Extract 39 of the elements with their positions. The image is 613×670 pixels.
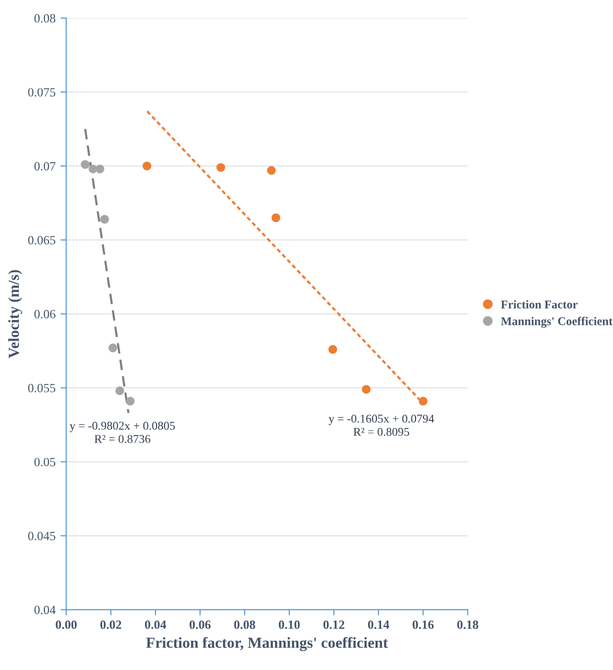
y-tick-label: 0.07 xyxy=(34,162,56,171)
annotation: y = -0.9802x + 0.0805 R² = 0.8736 xyxy=(70,422,175,443)
x-tick-label: 0.12 xyxy=(323,620,344,629)
x-tick-label: 0.16 xyxy=(412,620,434,629)
point xyxy=(267,166,276,175)
point xyxy=(216,163,226,172)
legend-label: Mannings' Coefficient xyxy=(500,316,613,328)
y-tick-label: 0.045 xyxy=(28,532,56,540)
y-tick-label: 0.06 xyxy=(34,310,56,318)
point xyxy=(80,160,90,169)
x-tick-label: 0.14 xyxy=(368,620,390,629)
point xyxy=(100,214,109,224)
y-axis-title: Velocity (m/s) xyxy=(8,270,22,358)
point xyxy=(362,384,371,394)
x-tick-label: 0.08 xyxy=(234,620,256,629)
y-tick-label: 0.055 xyxy=(28,384,56,392)
point xyxy=(272,213,280,222)
x-tick-label: 0.06 xyxy=(190,620,211,629)
point xyxy=(108,344,118,352)
point xyxy=(142,162,152,170)
x-axis-title: Friction factor, Mannings' coefficient xyxy=(146,637,388,652)
x-tick-label: 0.00 xyxy=(56,620,77,629)
point xyxy=(88,164,98,174)
annotation: y = -0.1605x + 0.0794 R² = 0.8095 xyxy=(328,414,434,436)
y-tick-label: 0.08 xyxy=(34,14,56,23)
x-tick-label: 0.18 xyxy=(457,620,478,629)
point xyxy=(126,396,135,406)
x-tick-label: 0.02 xyxy=(100,620,122,629)
point xyxy=(328,345,338,354)
x-tick-label: 0.04 xyxy=(144,620,166,629)
y-tick-label: 0.04 xyxy=(34,606,56,614)
legend-label: Friction Factor xyxy=(500,300,578,308)
x-tick-label: 0.10 xyxy=(278,620,300,629)
point xyxy=(418,396,428,406)
point xyxy=(96,164,104,174)
point xyxy=(115,386,124,396)
y-tick-label: 0.065 xyxy=(28,236,56,244)
y-tick-label: 0.05 xyxy=(34,458,56,466)
y-tick-label: 0.075 xyxy=(28,88,56,97)
